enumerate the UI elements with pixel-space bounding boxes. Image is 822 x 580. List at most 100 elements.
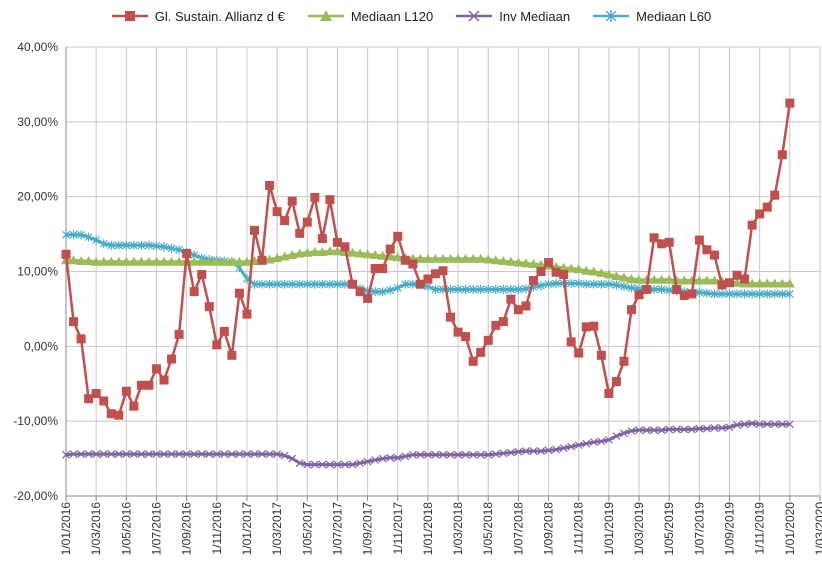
- x-tick-label: 1/01/2016: [59, 502, 73, 556]
- data-point: [672, 425, 681, 434]
- data-point: [264, 254, 275, 264]
- data-point: [250, 279, 259, 289]
- data-point: [453, 253, 464, 263]
- data-point: [212, 450, 221, 459]
- data-point: [318, 460, 327, 469]
- data-point: [430, 253, 441, 263]
- data-point: [393, 283, 402, 293]
- data-point: [235, 450, 244, 459]
- data-point: [620, 281, 628, 291]
- data-point: [227, 350, 237, 360]
- data-point: [265, 180, 275, 190]
- data-point: [107, 240, 116, 250]
- data-point: [573, 264, 584, 274]
- data-point: [537, 447, 545, 456]
- data-point: [370, 264, 380, 274]
- x-tick-label: 1/07/2017: [330, 502, 344, 556]
- data-point: [454, 450, 463, 459]
- data-point: [392, 252, 403, 262]
- x-tick-label: 1/11/2017: [391, 502, 405, 555]
- data-point: [574, 278, 583, 288]
- data-point: [725, 423, 734, 432]
- data-point: [77, 450, 86, 459]
- data-point: [378, 287, 387, 297]
- legend-label: Gl. Sustain. Allianz d €: [154, 8, 285, 24]
- data-point: [363, 293, 373, 303]
- data-point: [438, 253, 448, 263]
- data-point: [664, 237, 674, 247]
- data-point: [522, 284, 530, 294]
- data-point: [664, 274, 675, 284]
- x-tick-label: 1/07/2018: [511, 502, 525, 556]
- data-point: [439, 450, 447, 459]
- data-point: [99, 450, 108, 459]
- legend-item: Mediaan L60: [592, 4, 711, 28]
- data-point: [755, 420, 764, 429]
- x-tick-label: 1/09/2019: [723, 502, 737, 556]
- data-point: [618, 272, 629, 282]
- data-point: [701, 275, 712, 285]
- data-point: [257, 255, 267, 265]
- x-tick-label: 1/09/2017: [361, 502, 375, 556]
- data-point: [725, 289, 734, 299]
- data-point: [747, 278, 758, 288]
- data-point: [212, 340, 222, 350]
- x-tick-label: 1/01/2019: [602, 502, 616, 556]
- data-point: [333, 279, 342, 289]
- data-point: [649, 233, 659, 243]
- data-point: [657, 239, 667, 249]
- x-tick-label: 1/11/2016: [210, 502, 224, 555]
- data-point: [748, 419, 757, 428]
- data-point: [582, 279, 591, 289]
- data-point: [740, 289, 749, 299]
- data-point: [513, 305, 523, 315]
- data-point: [121, 386, 131, 396]
- data-point: [69, 450, 78, 459]
- data-point: [476, 347, 486, 357]
- data-point: [98, 256, 109, 266]
- data-point: [491, 320, 501, 330]
- data-point: [325, 279, 334, 289]
- data-point: [430, 269, 440, 279]
- data-point: [709, 250, 719, 260]
- data-point: [604, 435, 613, 444]
- data-point: [189, 287, 199, 297]
- data-point: [695, 287, 704, 297]
- data-point: [227, 450, 236, 459]
- data-point: [778, 420, 787, 429]
- data-point: [144, 380, 154, 390]
- series-2: [62, 419, 794, 469]
- data-point: [91, 388, 101, 398]
- data-point: [732, 277, 743, 287]
- data-point: [476, 450, 485, 459]
- data-point: [536, 267, 546, 276]
- data-point: [785, 420, 794, 429]
- data-point: [159, 375, 169, 385]
- x-tick-label: 1/03/2017: [270, 502, 284, 556]
- data-point: [302, 217, 312, 227]
- data-point: [280, 279, 289, 289]
- data-point: [679, 290, 689, 300]
- data-point: [84, 450, 93, 459]
- data-point: [603, 269, 614, 279]
- data-point: [438, 266, 448, 276]
- data-point: [784, 278, 795, 288]
- data-point: [136, 256, 147, 266]
- data-point: [167, 450, 176, 459]
- data-point: [770, 420, 779, 429]
- data-point: [355, 287, 365, 297]
- data-point: [717, 280, 727, 290]
- data-point: [220, 450, 229, 459]
- data-point: [687, 289, 697, 299]
- data-point: [288, 279, 297, 289]
- data-point: [341, 279, 349, 289]
- data-point: [718, 423, 726, 432]
- data-point: [166, 256, 177, 266]
- data-point: [522, 447, 530, 456]
- data-point: [114, 450, 123, 459]
- data-point: [642, 284, 652, 294]
- data-point: [468, 356, 478, 366]
- data-point: [393, 231, 403, 241]
- data-point: [589, 279, 598, 289]
- data-point: [732, 270, 742, 280]
